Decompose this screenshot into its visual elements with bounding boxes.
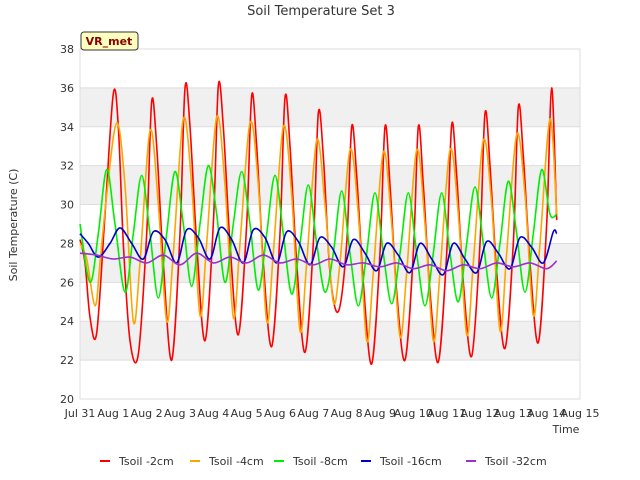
y-tick-label: 36 [60,82,74,95]
x-tick-label: Aug 11 [427,407,466,420]
series-line [79,80,558,365]
legend-label: Tsoil -8cm [292,455,348,468]
y-tick-label: 26 [60,276,74,289]
legend-item: Tsoil -16cm [361,455,442,468]
chart-title: Soil Temperature Set 3 [247,4,395,19]
x-tick-label: Aug 7 [297,407,329,420]
background-band [80,126,580,166]
x-tick-label: Aug 1 [97,407,129,420]
x-tick-label: Aug 12 [461,407,500,420]
legend-label: Tsoil -16cm [379,455,442,468]
x-tick-label: Aug 10 [394,407,433,420]
x-tick-label: Aug 14 [527,407,566,420]
station-badge-label: VR_met [86,35,133,48]
y-tick-label: 34 [60,121,74,134]
legend-label: Tsoil -32cm [484,455,547,468]
y-tick-label: 24 [60,315,74,328]
series-line [79,164,558,307]
background-band [80,87,580,127]
x-tick-label: Aug 8 [331,407,363,420]
station-badge: VR_met [80,31,139,51]
y-tick-label: 30 [60,199,74,212]
x-axis-ticks: Jul 31 Aug 1 Aug 2 Aug 3 Aug 4 Aug 5 Aug 6 Aug … [64,407,600,420]
legend-item: Tsoil -4cm [190,455,264,468]
background-band [80,204,580,244]
legend-label: Tsoil -4cm [208,455,264,468]
y-tick-label: 20 [60,393,74,406]
x-axis-label: Time [552,423,580,436]
x-tick-label: Aug 9 [364,407,396,420]
legend: Tsoil -2cm Tsoil -4cm Tsoil -8cm Tsoil -16c… [100,455,547,468]
legend-item: Tsoil -32cm [466,455,547,468]
background-band [80,360,580,399]
legend-item: Tsoil -8cm [274,455,348,468]
y-tick-label: 28 [60,237,74,250]
x-tick-label: Aug 2 [131,407,163,420]
series-layer [79,80,558,365]
legend-label: Tsoil -2cm [118,455,174,468]
series-line [79,252,558,272]
x-tick-label: Jul 31 [64,407,96,420]
x-tick-label: Aug 4 [197,407,229,420]
background-band [80,165,580,205]
y-axis-label: Soil Temperature (C) [7,169,20,282]
background-band [80,321,580,361]
x-tick-label: Aug 6 [264,407,296,420]
x-tick-label: Aug 15 [561,407,600,420]
background-band [80,49,580,88]
x-tick-label: Aug 3 [164,407,196,420]
y-tick-label: 32 [60,160,74,173]
x-tick-label: Aug 5 [231,407,263,420]
y-axis-ticks: 20 22 24 26 28 30 32 34 36 38 [60,43,74,406]
y-tick-label: 38 [60,43,74,56]
x-tick-label: Aug 13 [494,407,533,420]
series-line [79,226,558,276]
legend-item: Tsoil -2cm [100,455,174,468]
y-tick-label: 22 [60,354,74,367]
